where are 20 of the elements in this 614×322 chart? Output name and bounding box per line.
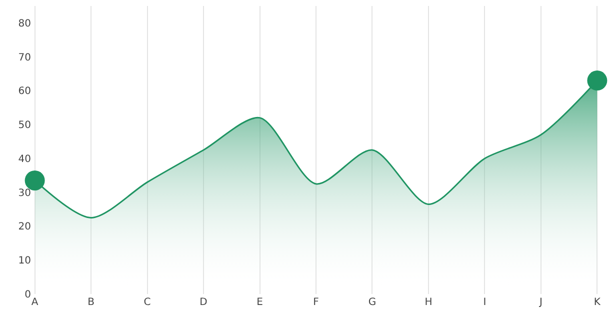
- x-tick-label: H: [424, 297, 432, 308]
- x-tick-label: B: [88, 297, 95, 308]
- x-tick-label: F: [313, 297, 320, 308]
- x-tick-label: D: [200, 297, 208, 308]
- y-tick-label: 80: [18, 18, 31, 30]
- y-tick-label: 70: [18, 52, 31, 64]
- x-tick-label: C: [144, 297, 151, 308]
- y-tick-label: 10: [18, 256, 31, 267]
- y-tick-label: 20: [18, 222, 31, 233]
- x-tick-label: K: [594, 297, 601, 308]
- y-tick-label: 30: [18, 188, 31, 199]
- x-tick-label: G: [368, 297, 376, 308]
- y-tick-label: 40: [18, 154, 31, 165]
- x-tick-label: J: [538, 297, 542, 308]
- x-tick-label: I: [483, 297, 486, 308]
- y-tick-label: 60: [18, 86, 31, 98]
- x-tick-label: E: [256, 297, 263, 308]
- x-tick-label: A: [31, 297, 38, 308]
- y-tick-label: 0: [24, 290, 31, 300]
- y-tick-label: 50: [18, 120, 31, 132]
